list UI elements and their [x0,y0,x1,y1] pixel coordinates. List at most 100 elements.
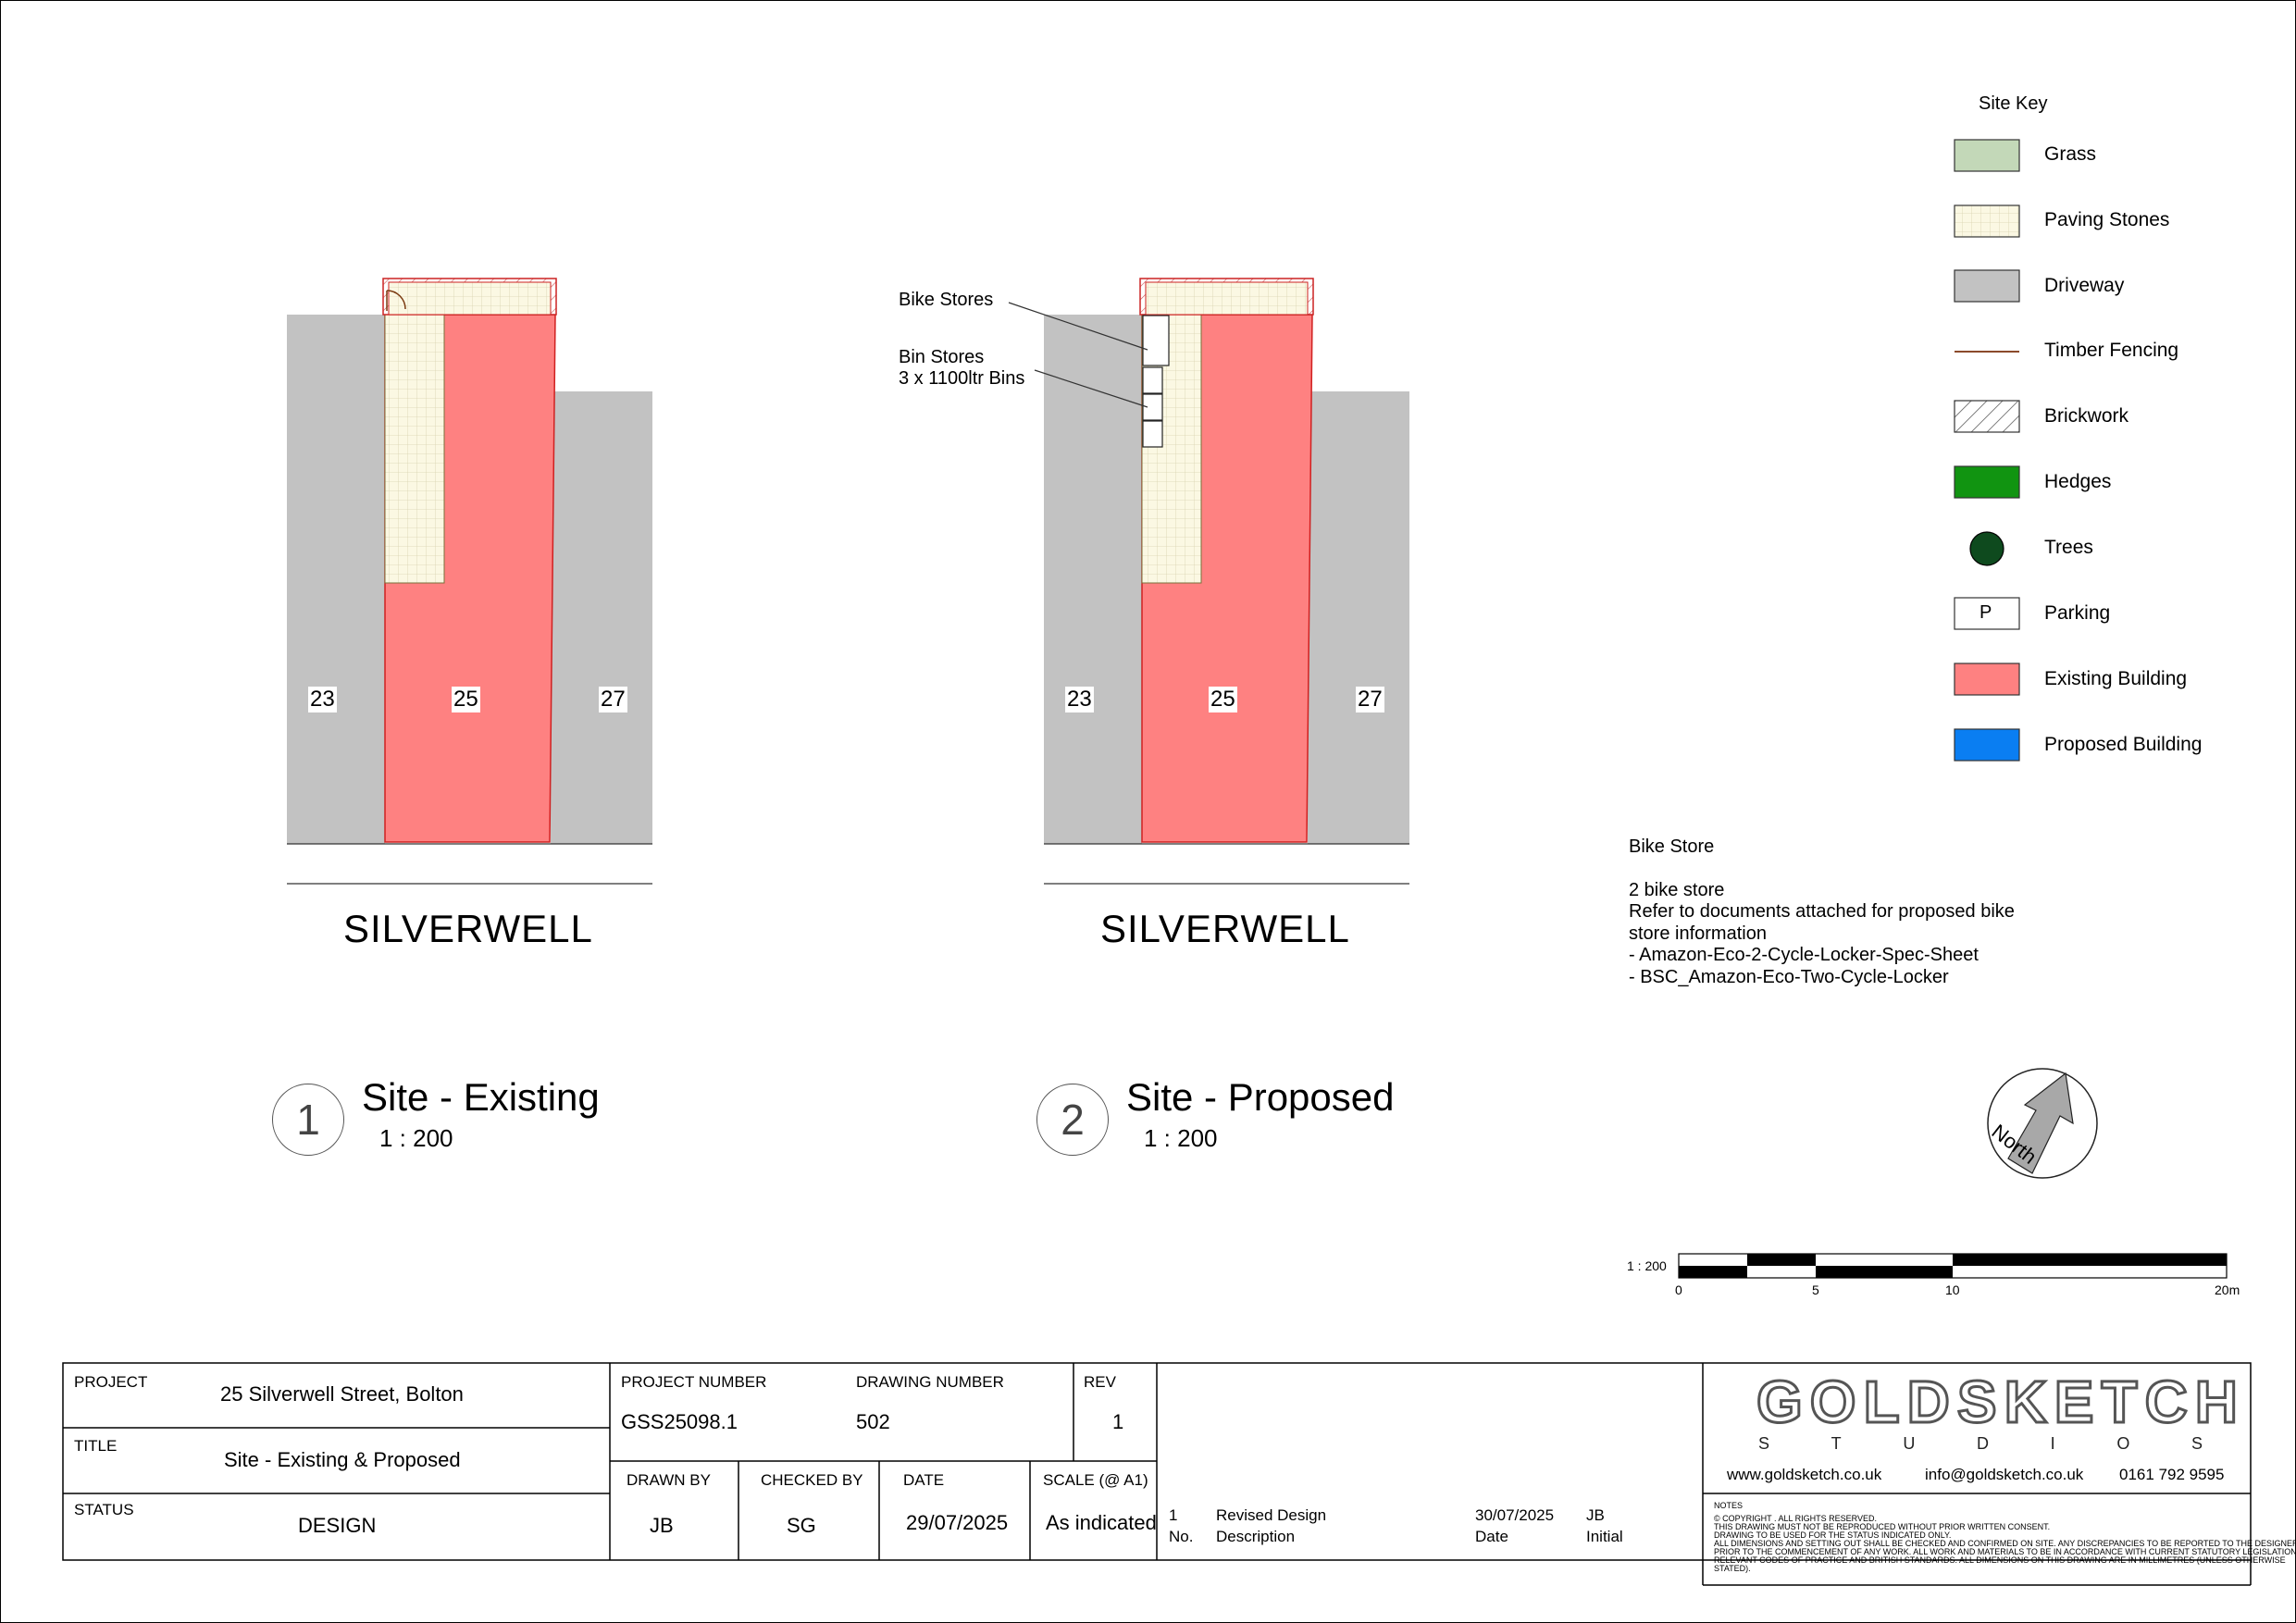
paving-swatch [1954,204,2020,238]
drawing-number-value: 502 [856,1410,890,1433]
scale-bar [1678,1253,2228,1279]
company-email[interactable]: info@goldsketch.co.uk [1925,1466,2084,1483]
company-website[interactable]: www.goldsketch.co.uk [1727,1466,1882,1483]
revision-number: 1 [1169,1506,1178,1524]
key-label-parking: Parking [2044,602,2111,624]
bike-note-line: - Amazon-Eco-2-Cycle-Locker-Spec-Sheet [1629,945,1979,965]
bin-store-1 [1142,366,1163,394]
scale-tick-10: 10 [1945,1282,1960,1297]
key-label-grass: Grass [2044,143,2097,165]
notes-line: © COPYRIGHT . ALL RIGHTS RESERVED. [1714,1514,1878,1523]
title-label: TITLE [74,1437,118,1455]
drawn-by-label: DRAWN BY [627,1471,711,1489]
project-number-label: PROJECT NUMBER [621,1373,767,1391]
bike-note-line: 2 bike store [1629,880,1725,900]
site-key-swatches [1954,139,2020,762]
tree-circle [1969,531,2004,566]
bin-stores-callout: Bin Stores [899,347,985,367]
bin-stores-callout-detail: 3 x 1100ltr Bins [899,368,1025,389]
site-key-title: Site Key [1979,93,2048,114]
proposed-site-plan [1008,278,1409,885]
street-name: SILVERWELL [343,907,593,950]
revision-header-description: Description [1216,1528,1296,1545]
bike-note-heading: Bike Store [1629,836,1715,857]
parking-box [1954,597,2020,630]
view-title: Site - Existing [362,1075,600,1119]
key-label-brickwork: Brickwork [2044,405,2129,427]
company-logo: GOLDSKETCH [1756,1368,2245,1437]
driveway-swatch [1954,269,2020,303]
project-number-value: GSS25098.1 [621,1410,738,1433]
hedge-swatch [1954,465,2020,499]
north-arrow [1987,1068,2098,1179]
bike-store [1142,315,1170,366]
revision-date: 30/07/2025 [1475,1506,1555,1524]
plot-number-27: 27 [599,687,627,712]
project-label: PROJECT [74,1373,148,1391]
bike-note-line: - BSC_Amazon-Eco-Two-Cycle-Locker [1629,967,1949,987]
project-value: 25 Silverwell Street, Bolton [220,1382,464,1406]
bin-store-3 [1142,420,1163,448]
brick-hatch [1954,400,2020,433]
street-name: SILVERWELL [1100,907,1350,950]
notes-line: DRAWING TO BE USED FOR THE STATUS INDICA… [1714,1530,1952,1540]
scale-tick-0: 0 [1675,1282,1682,1297]
status-value: DESIGN [298,1514,377,1537]
revision-header-no: No. [1169,1528,1194,1545]
proposed-swatch [1954,728,2020,762]
gate-swing [386,290,406,310]
notes-line: STATED). [1714,1564,1751,1573]
notes-line: ALL DIMENSIONS AND SETTING OUT SHALL BE … [1714,1539,2296,1548]
plot-23-driveway [1044,315,1142,844]
key-label-trees: Trees [2044,537,2093,558]
existing-site-plan [287,278,652,885]
view-scale: 1 : 200 [379,1124,453,1152]
key-label-paving: Paving Stones [2044,209,2170,230]
key-label-driveway: Driveway [2044,275,2125,296]
scale-bar-ratio: 1 : 200 [1627,1258,1667,1273]
notes-line: RELEVANT CODES OF PRACTICE AND BRITISH S… [1714,1555,2286,1565]
notes-heading: NOTES [1714,1501,1744,1510]
plot-number-23: 23 [308,687,337,712]
revision-header-date: Date [1475,1528,1508,1545]
plot-number-27: 27 [1356,687,1384,712]
plot-27-driveway [551,391,652,844]
rev-value: 1 [1112,1410,1124,1433]
checked-by-label: CHECKED BY [761,1471,863,1489]
drawing-number-label: DRAWING NUMBER [856,1373,1004,1391]
notes-line: THIS DRAWING MUST NOT BE REPRODUCED WITH… [1714,1522,2051,1531]
key-label-proposed-building: Proposed Building [2044,734,2203,755]
scale-label: SCALE (@ A1) [1043,1471,1148,1489]
date-label: DATE [903,1471,945,1489]
grass-swatch [1954,139,2020,172]
scale-value: As indicated [1046,1511,1157,1534]
company-phone: 0161 792 9595 [2119,1466,2225,1483]
view-number-badge: 2 [1036,1084,1109,1156]
bin-callout-leader [1034,369,1148,408]
view-number-badge: 1 [272,1084,344,1156]
title-block-frame [62,1362,2252,1586]
revision-initial: JB [1586,1506,1605,1524]
key-label-existing-building: Existing Building [2044,668,2188,689]
view-scale: 1 : 200 [1144,1124,1218,1152]
plot-27-driveway [1308,391,1409,844]
key-label-fencing: Timber Fencing [2044,340,2179,361]
checked-by-value: SG [787,1514,816,1537]
key-label-hedges: Hedges [2044,471,2112,492]
bike-callout-leader [1008,302,1148,351]
bike-note-line: Refer to documents attached for proposed… [1629,901,2015,922]
status-label: STATUS [74,1501,134,1518]
parking-symbol: P [1980,602,1992,623]
notes-line: PRIOR TO THE COMMENCEMENT OF ANY WORK. A… [1714,1547,2296,1556]
plot-number-23: 23 [1065,687,1094,712]
plot-number-25: 25 [1209,687,1237,712]
revision-header-initial: Initial [1586,1528,1623,1545]
scale-tick-20m: 20m [2215,1282,2240,1297]
drawn-by-value: JB [650,1514,674,1537]
rev-label: REV [1084,1373,1116,1391]
bike-note-line: store information [1629,923,1767,944]
plot-23-driveway [287,315,385,844]
title-value: Site - Existing & Proposed [224,1448,461,1471]
date-value: 29/07/2025 [906,1511,1009,1534]
